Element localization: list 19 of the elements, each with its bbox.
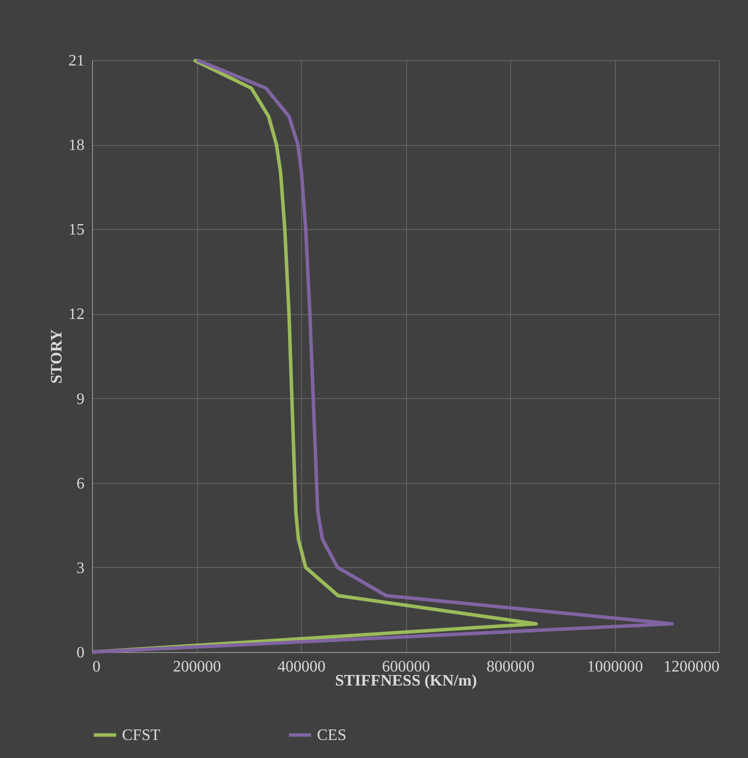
- y-tick-label: 3: [76, 560, 84, 577]
- y-tick-label: 21: [68, 52, 84, 70]
- y-tick-label: 18: [68, 137, 84, 154]
- x-tick-label: 800000: [486, 658, 534, 676]
- x-tick-label: 600000: [382, 658, 430, 676]
- y-tick-label: 9: [76, 390, 84, 408]
- y-tick-label: 15: [68, 222, 84, 239]
- x-tick-label: 200000: [173, 658, 221, 676]
- x-tick-label: 1000000: [587, 658, 643, 676]
- x-tick-label: 1200000: [664, 658, 720, 676]
- y-tick-label: 0: [76, 644, 84, 662]
- x-axis-title: STIFFNESS (KN/m): [335, 672, 477, 690]
- y-axis-title: STORY: [48, 328, 66, 384]
- x-tick-label: 0: [92, 658, 100, 676]
- legend-label: CES: [317, 727, 346, 744]
- x-tick-label: 400000: [278, 658, 326, 676]
- y-tick-label: 6: [76, 475, 84, 492]
- y-tick-label: 12: [68, 306, 84, 324]
- legend-label: CFST: [122, 727, 160, 744]
